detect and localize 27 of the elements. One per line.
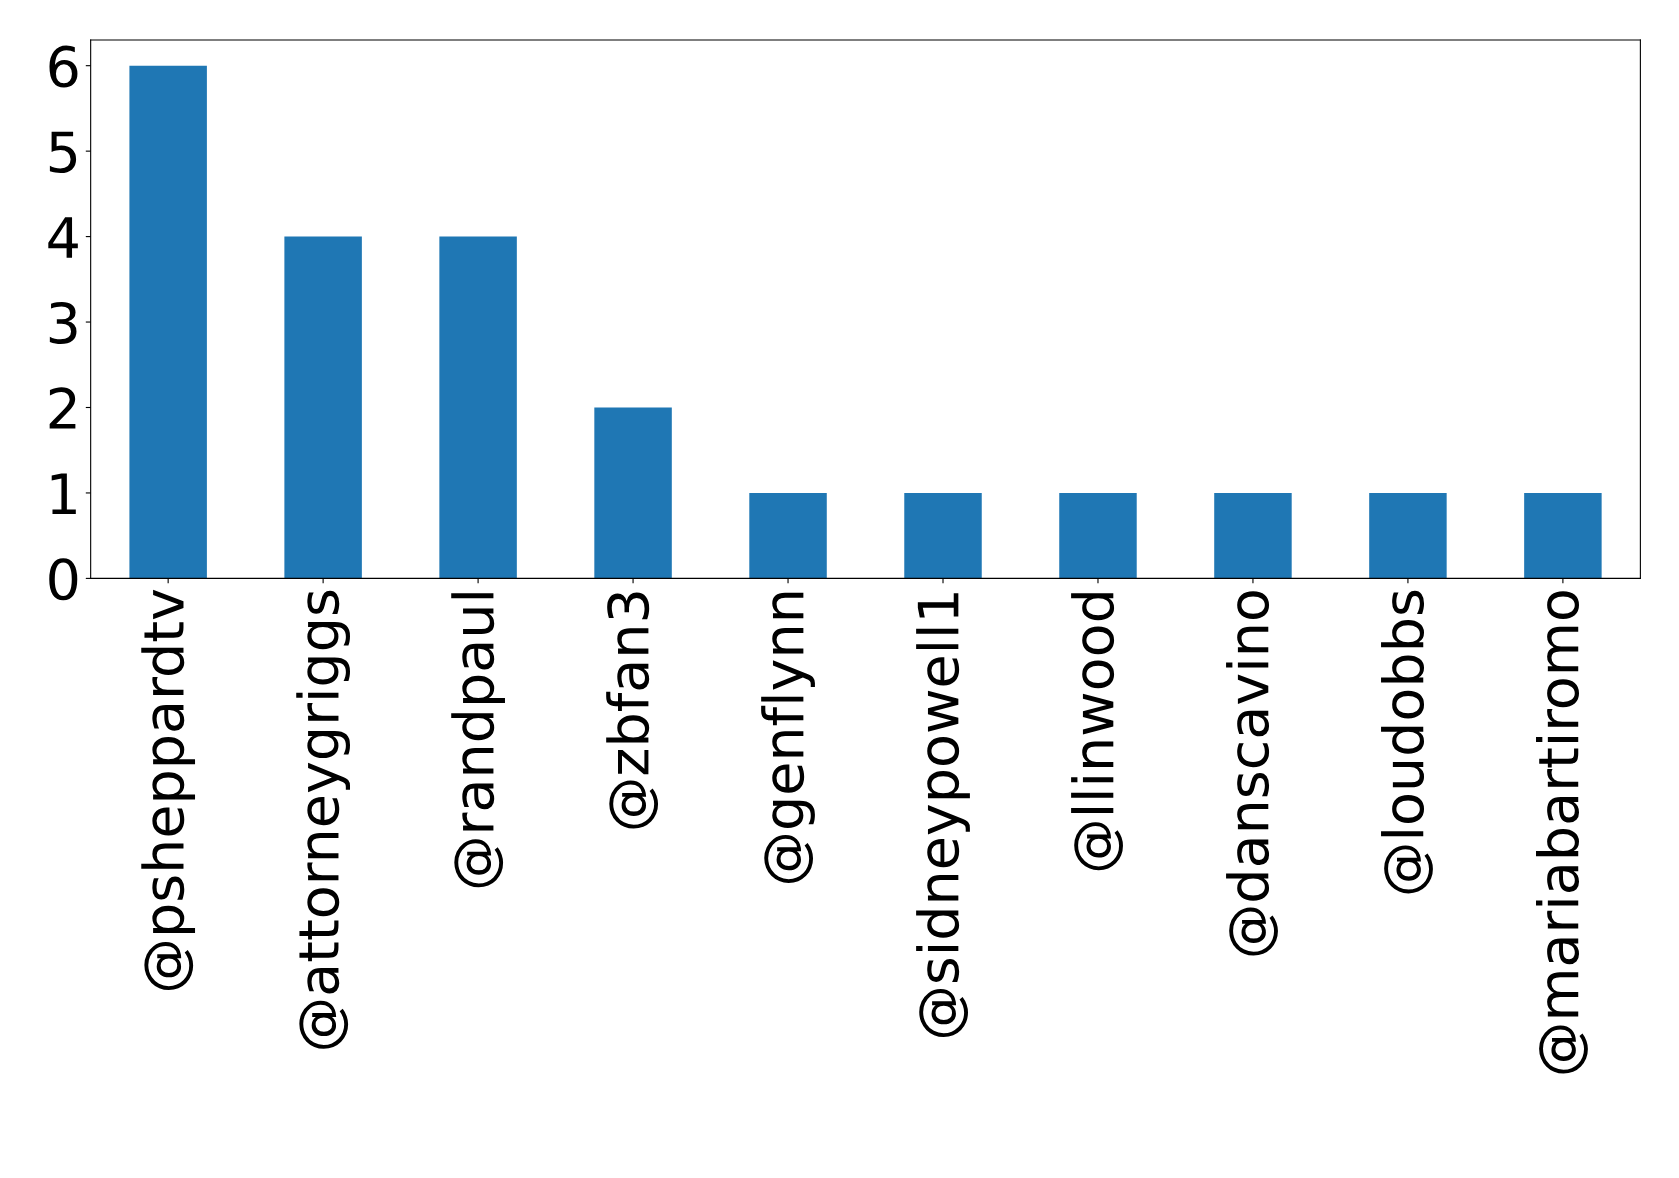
bar: [904, 492, 982, 579]
bar: [749, 492, 827, 579]
x-tick-label: @zbfan3: [606, 592, 659, 829]
bar: [1059, 492, 1137, 579]
x-tick-label: @psheppardtv: [141, 589, 196, 990]
x-tick-label: @genflynn: [761, 592, 815, 883]
y-tick-label: 2: [49, 387, 76, 429]
x-tick-label: @mariabartiromo: [1536, 591, 1588, 1074]
bar: [129, 65, 207, 579]
x-tick-label: @llinwood: [1071, 593, 1123, 871]
y-tick-label: 4: [48, 217, 78, 258]
bar: [1214, 492, 1292, 579]
bar: [439, 236, 517, 579]
bar: [1369, 492, 1447, 579]
bar: [1524, 492, 1602, 579]
y-tick-label: 3: [49, 301, 77, 344]
x-tick-label: @loudobbs: [1381, 590, 1433, 894]
y-tick-label: 1: [51, 473, 76, 515]
y-tick-label: 5: [49, 131, 77, 174]
bar: [284, 236, 362, 579]
x-tick-label: @danscavino: [1226, 591, 1278, 956]
bar: [594, 407, 672, 579]
y-tick-label: 6: [49, 45, 78, 88]
x-tick-label: @sidneypowell1: [916, 593, 970, 1038]
y-tick-label: 0: [49, 558, 78, 601]
x-tick-label: @attorneygriggs: [296, 590, 351, 1049]
x-tick-label: @randpaul: [451, 593, 505, 888]
